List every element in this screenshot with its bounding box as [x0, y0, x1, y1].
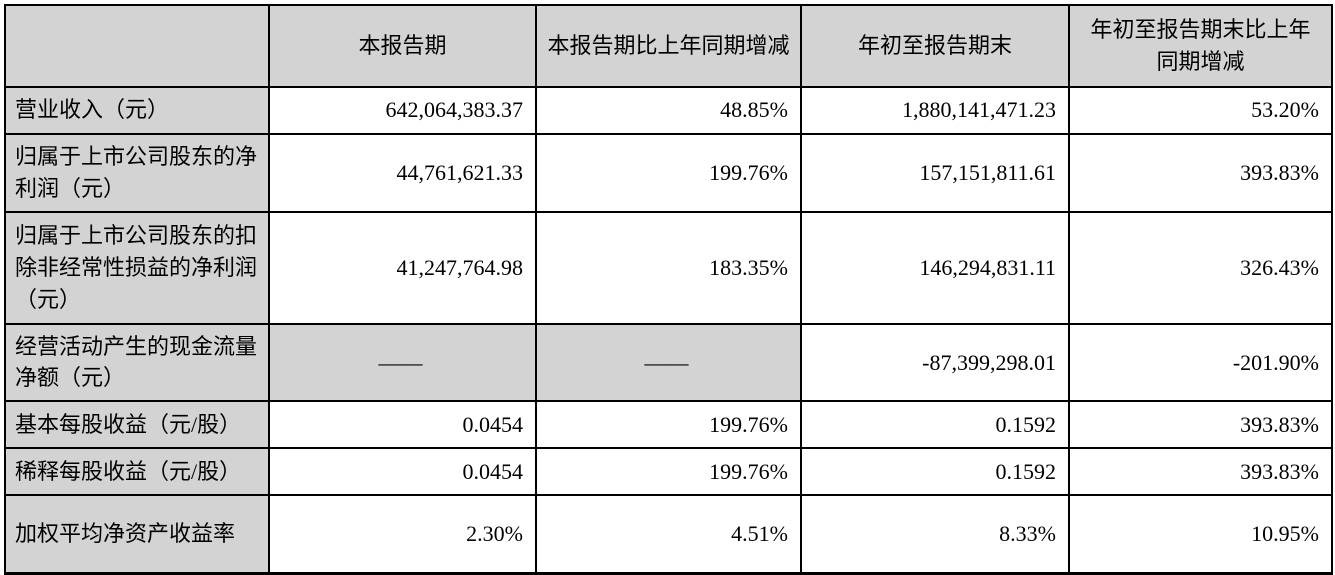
cell-value: 199.76% [535, 447, 802, 497]
financial-report-page: 本报告期 本报告期比上年同期增减 年初至报告期末 年初至报告期末比上年同期增减 … [4, 4, 1333, 575]
row-label: 稀释每股收益（元/股） [4, 447, 270, 497]
cell-value: 393.83% [1068, 132, 1333, 213]
cell-value: 0.1592 [800, 447, 1070, 497]
table-row-diluted-eps: 稀释每股收益（元/股） 0.0454 199.76% 0.1592 393.83… [4, 447, 1333, 497]
row-label: 基本每股收益（元/股） [4, 400, 270, 450]
table-row-net-profit-excl-nonrecurring: 归属于上市公司股东的扣除非经常性损益的净利润（元） 41,247,764.98 … [4, 210, 1333, 325]
cell-value: 53.20% [1068, 85, 1333, 135]
cell-value: -201.90% [1068, 322, 1333, 403]
cell-value: 199.76% [535, 400, 802, 450]
row-label: 归属于上市公司股东的净利润（元） [4, 132, 270, 213]
cell-value: 146,294,831.11 [800, 210, 1070, 325]
header-row: 本报告期 本报告期比上年同期增减 年初至报告期末 年初至报告期末比上年同期增减 [4, 4, 1333, 88]
cell-value-dash: —— [268, 322, 537, 403]
table-row-weighted-avg-roe: 加权平均净资产收益率 2.30% 4.51% 8.33% 10.95% [4, 494, 1333, 575]
cell-value: 0.1592 [800, 400, 1070, 450]
cell-value: 157,151,811.61 [800, 132, 1070, 213]
cell-value: 10.95% [1068, 494, 1333, 575]
cell-value: 183.35% [535, 210, 802, 325]
cell-value: 0.0454 [268, 400, 537, 450]
cell-value: 1,880,141,471.23 [800, 85, 1070, 135]
key-financials-table: 本报告期 本报告期比上年同期增减 年初至报告期末 年初至报告期末比上年同期增减 … [4, 4, 1333, 575]
cell-value: 642,064,383.37 [268, 85, 537, 135]
header-cell-current-period-yoy-change: 本报告期比上年同期增减 [535, 4, 802, 88]
header-cell-current-period: 本报告期 [268, 4, 537, 88]
cell-value: 199.76% [535, 132, 802, 213]
table-row-net-profit-attributable: 归属于上市公司股东的净利润（元） 44,761,621.33 199.76% 1… [4, 132, 1333, 213]
cell-value: 44,761,621.33 [268, 132, 537, 213]
cell-value-dash: —— [535, 322, 802, 403]
row-label: 归属于上市公司股东的扣除非经常性损益的净利润（元） [4, 210, 270, 325]
cell-value: 2.30% [268, 494, 537, 575]
row-label: 加权平均净资产收益率 [4, 494, 270, 575]
cell-value: 326.43% [1068, 210, 1333, 325]
row-label: 经营活动产生的现金流量净额（元） [4, 322, 270, 403]
cell-value: 8.33% [800, 494, 1070, 575]
header-cell-ytd: 年初至报告期末 [800, 4, 1070, 88]
cell-value: 48.85% [535, 85, 802, 135]
table-row-operating-revenue: 营业收入（元） 642,064,383.37 48.85% 1,880,141,… [4, 85, 1333, 135]
table-row-basic-eps: 基本每股收益（元/股） 0.0454 199.76% 0.1592 393.83… [4, 400, 1333, 450]
header-cell-blank [4, 4, 270, 88]
cell-value: 41,247,764.98 [268, 210, 537, 325]
cell-value: -87,399,298.01 [800, 322, 1070, 403]
cell-value: 393.83% [1068, 447, 1333, 497]
cell-value: 0.0454 [268, 447, 537, 497]
cell-value: 4.51% [535, 494, 802, 575]
cell-value: 393.83% [1068, 400, 1333, 450]
table-row-operating-cash-flow: 经营活动产生的现金流量净额（元） —— —— -87,399,298.01 -2… [4, 322, 1333, 403]
header-cell-ytd-yoy-change: 年初至报告期末比上年同期增减 [1068, 4, 1333, 88]
row-label: 营业收入（元） [4, 85, 270, 135]
